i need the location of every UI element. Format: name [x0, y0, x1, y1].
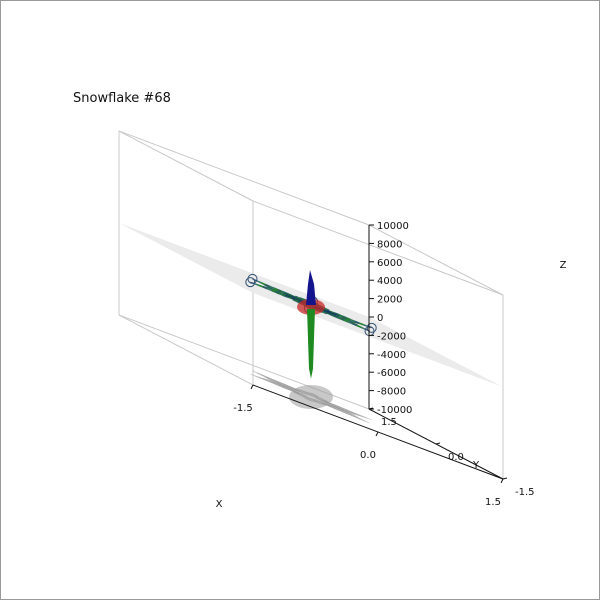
z-tick-label: 6000 [377, 258, 402, 269]
z-tick-label: -6000 [377, 368, 406, 379]
z-tick-label: 10000 [377, 221, 409, 232]
z-tick-label: 8000 [377, 239, 402, 250]
z-tick-label: -4000 [377, 350, 406, 361]
y-tick-label: -1.5 [515, 487, 535, 498]
y-tick-label: 1.5 [381, 417, 397, 428]
x-tick-label: 0.0 [360, 450, 376, 461]
y-tick-mark [503, 478, 507, 479]
z-tick-label: 4000 [377, 276, 402, 287]
z-tick-label: -8000 [377, 387, 406, 398]
x-tick-mark [376, 432, 378, 436]
snowflake-shadow [250, 371, 371, 423]
spike-up [306, 270, 316, 305]
z-axis: Z 10000 8000 6000 4000 2000 0 -2000 -4000 -6000 -… [369, 221, 567, 416]
z-tick-label: -2000 [377, 331, 406, 342]
box-edge-4 [119, 315, 253, 385]
z-axis-label: Z [560, 260, 567, 271]
z-tick-label: -10000 [377, 405, 412, 416]
y-axis: Y 1.5 0.0 -1.5 [369, 408, 535, 498]
y-tick-mark [436, 443, 440, 444]
y-tick-label: 0.0 [448, 452, 464, 463]
shadow-core [289, 385, 333, 409]
box-edge-0 [119, 131, 369, 225]
z-tick-label: 0 [377, 313, 383, 324]
z-tick-label: 2000 [377, 295, 402, 306]
x-tick-mark [251, 385, 253, 389]
x-tick-label: 1.5 [485, 497, 501, 508]
y-axis-label: Y [472, 460, 480, 471]
x-tick-label: -1.5 [233, 403, 253, 414]
x-axis: X -1.5 0.0 1.5 [216, 385, 503, 510]
chart-title: Snowflake #68 [73, 91, 171, 106]
x-axis-label: X [216, 499, 223, 510]
box-edge-1 [119, 131, 253, 201]
x-tick-mark [501, 479, 503, 483]
center-spike [306, 270, 316, 379]
spike-down [307, 309, 315, 379]
